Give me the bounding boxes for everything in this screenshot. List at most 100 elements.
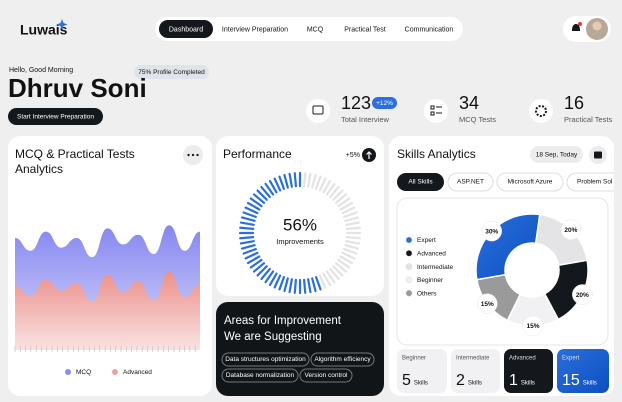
bell-icon[interactable] — [572, 24, 580, 31]
date-pill[interactable] — [530, 146, 583, 163]
nav-item[interactable]: Communication — [405, 26, 454, 33]
tab-pill[interactable] — [447, 172, 494, 192]
gauge-tick — [343, 247, 358, 255]
tile-value: 15 — [562, 372, 580, 389]
legend-label: Expert — [417, 237, 436, 244]
start-button-text[interactable]: Start Interview Preparation — [17, 114, 94, 121]
gauge-tick — [288, 278, 293, 294]
skill-tile — [451, 349, 500, 393]
gauge-tick — [246, 201, 261, 211]
gauge-tick — [314, 175, 322, 190]
tag[interactable] — [310, 352, 375, 367]
tab[interactable]: Microsoft Azure — [508, 179, 553, 186]
area — [15, 271, 200, 350]
gauge-tick — [239, 235, 255, 240]
tile-value: 5 — [402, 372, 411, 389]
gauge-tick — [283, 277, 289, 293]
gauge-tick — [345, 221, 361, 226]
gauge-tick — [293, 278, 298, 294]
tile-label: Beginner — [402, 356, 426, 362]
gauge-tick — [345, 240, 361, 245]
gauge-tick — [302, 172, 307, 188]
stat-label: Practical Tests — [564, 115, 612, 124]
gauge-tick — [339, 255, 354, 265]
clip-edge — [614, 136, 622, 396]
legend-swatch — [405, 276, 413, 284]
gauge-tick — [264, 182, 275, 196]
gauge-tick — [278, 175, 286, 190]
tab-pill[interactable] — [496, 172, 564, 192]
notification-dot — [578, 22, 582, 26]
gauge-tick — [240, 244, 256, 250]
tag[interactable] — [221, 368, 299, 383]
logo-star — [56, 19, 68, 30]
tab[interactable]: All Skills — [408, 179, 433, 186]
gauge-tick — [322, 272, 332, 287]
gauge-tick — [345, 235, 361, 240]
tag[interactable] — [221, 352, 310, 367]
gauge-progress — [238, 171, 322, 295]
gauge-tick — [337, 258, 351, 269]
card-title: We are Suggesting — [224, 331, 322, 343]
tag-text[interactable]: Version control — [305, 372, 349, 379]
donut-label: 30% — [485, 228, 498, 235]
gauge-tick — [339, 201, 354, 211]
improvement-card — [216, 302, 384, 396]
logo[interactable]: Luwais — [20, 22, 68, 38]
tag-text[interactable]: Algorithm efficiency — [314, 356, 371, 363]
stat-value: 34 — [459, 93, 479, 113]
tag-text[interactable]: Data structures optimization — [225, 356, 306, 363]
gauge-tick — [334, 193, 348, 204]
nav-active[interactable] — [159, 20, 213, 38]
tag[interactable] — [299, 368, 353, 383]
tab-active[interactable] — [397, 173, 444, 191]
gauge-caption: Improvements — [276, 237, 324, 246]
gauge-tick — [249, 258, 263, 269]
nav-item[interactable]: Dashboard — [169, 26, 203, 33]
stat-badge-text: +12% — [376, 100, 393, 107]
donut-segment — [475, 213, 541, 281]
card-title: Areas for Improvement — [224, 315, 342, 327]
legend-swatch — [405, 290, 413, 297]
donut-label-bg — [477, 293, 498, 314]
tab[interactable]: ASP.NET — [457, 179, 484, 186]
gauge-tick — [343, 211, 358, 219]
profile-badge — [134, 65, 209, 79]
gauge-tick — [322, 179, 332, 194]
donut-label-bg — [481, 220, 502, 242]
gauge-tick — [318, 177, 327, 192]
nav-item[interactable]: MCQ — [307, 26, 324, 33]
gauge-value: 56% — [283, 215, 317, 234]
gauge-tick — [325, 182, 336, 196]
gauge-tick — [314, 276, 322, 291]
skill-tile — [504, 349, 553, 393]
stat-icon — [529, 99, 553, 123]
date-text[interactable]: 18 Sep, Today — [536, 152, 578, 159]
tile-unit: Skills — [583, 381, 597, 387]
gauge-tick — [260, 267, 271, 281]
legend-label: Intermediate — [417, 264, 454, 271]
nav-bar — [155, 17, 463, 41]
legend-swatch — [405, 236, 413, 244]
gauge-tick — [268, 179, 278, 194]
greeting: Hello, Good Morning — [9, 67, 73, 74]
gauge-tick — [332, 265, 344, 277]
start-button[interactable] — [8, 108, 103, 125]
nav-item[interactable]: Interview Preparation — [222, 26, 288, 33]
legend-label: Advanced — [417, 251, 446, 258]
gauge-tick — [239, 221, 255, 226]
tile-label: Advanced — [509, 356, 536, 362]
gauge-tick — [256, 189, 268, 201]
stat-icon-glyph — [312, 105, 324, 115]
gauge-tick — [239, 240, 255, 245]
nav-item[interactable]: Practical Test — [344, 26, 386, 33]
tab[interactable]: Problem Sol — [577, 179, 613, 186]
tab-pill[interactable] — [566, 172, 622, 192]
gauge-tick — [334, 262, 348, 273]
card-title: Analytics — [15, 162, 63, 176]
gauge-tick — [332, 189, 344, 201]
gauge-tick — [344, 216, 360, 222]
tag-text[interactable]: Database normalization — [226, 372, 295, 379]
gauge-tick — [345, 226, 361, 231]
gauge-tick — [329, 267, 340, 281]
